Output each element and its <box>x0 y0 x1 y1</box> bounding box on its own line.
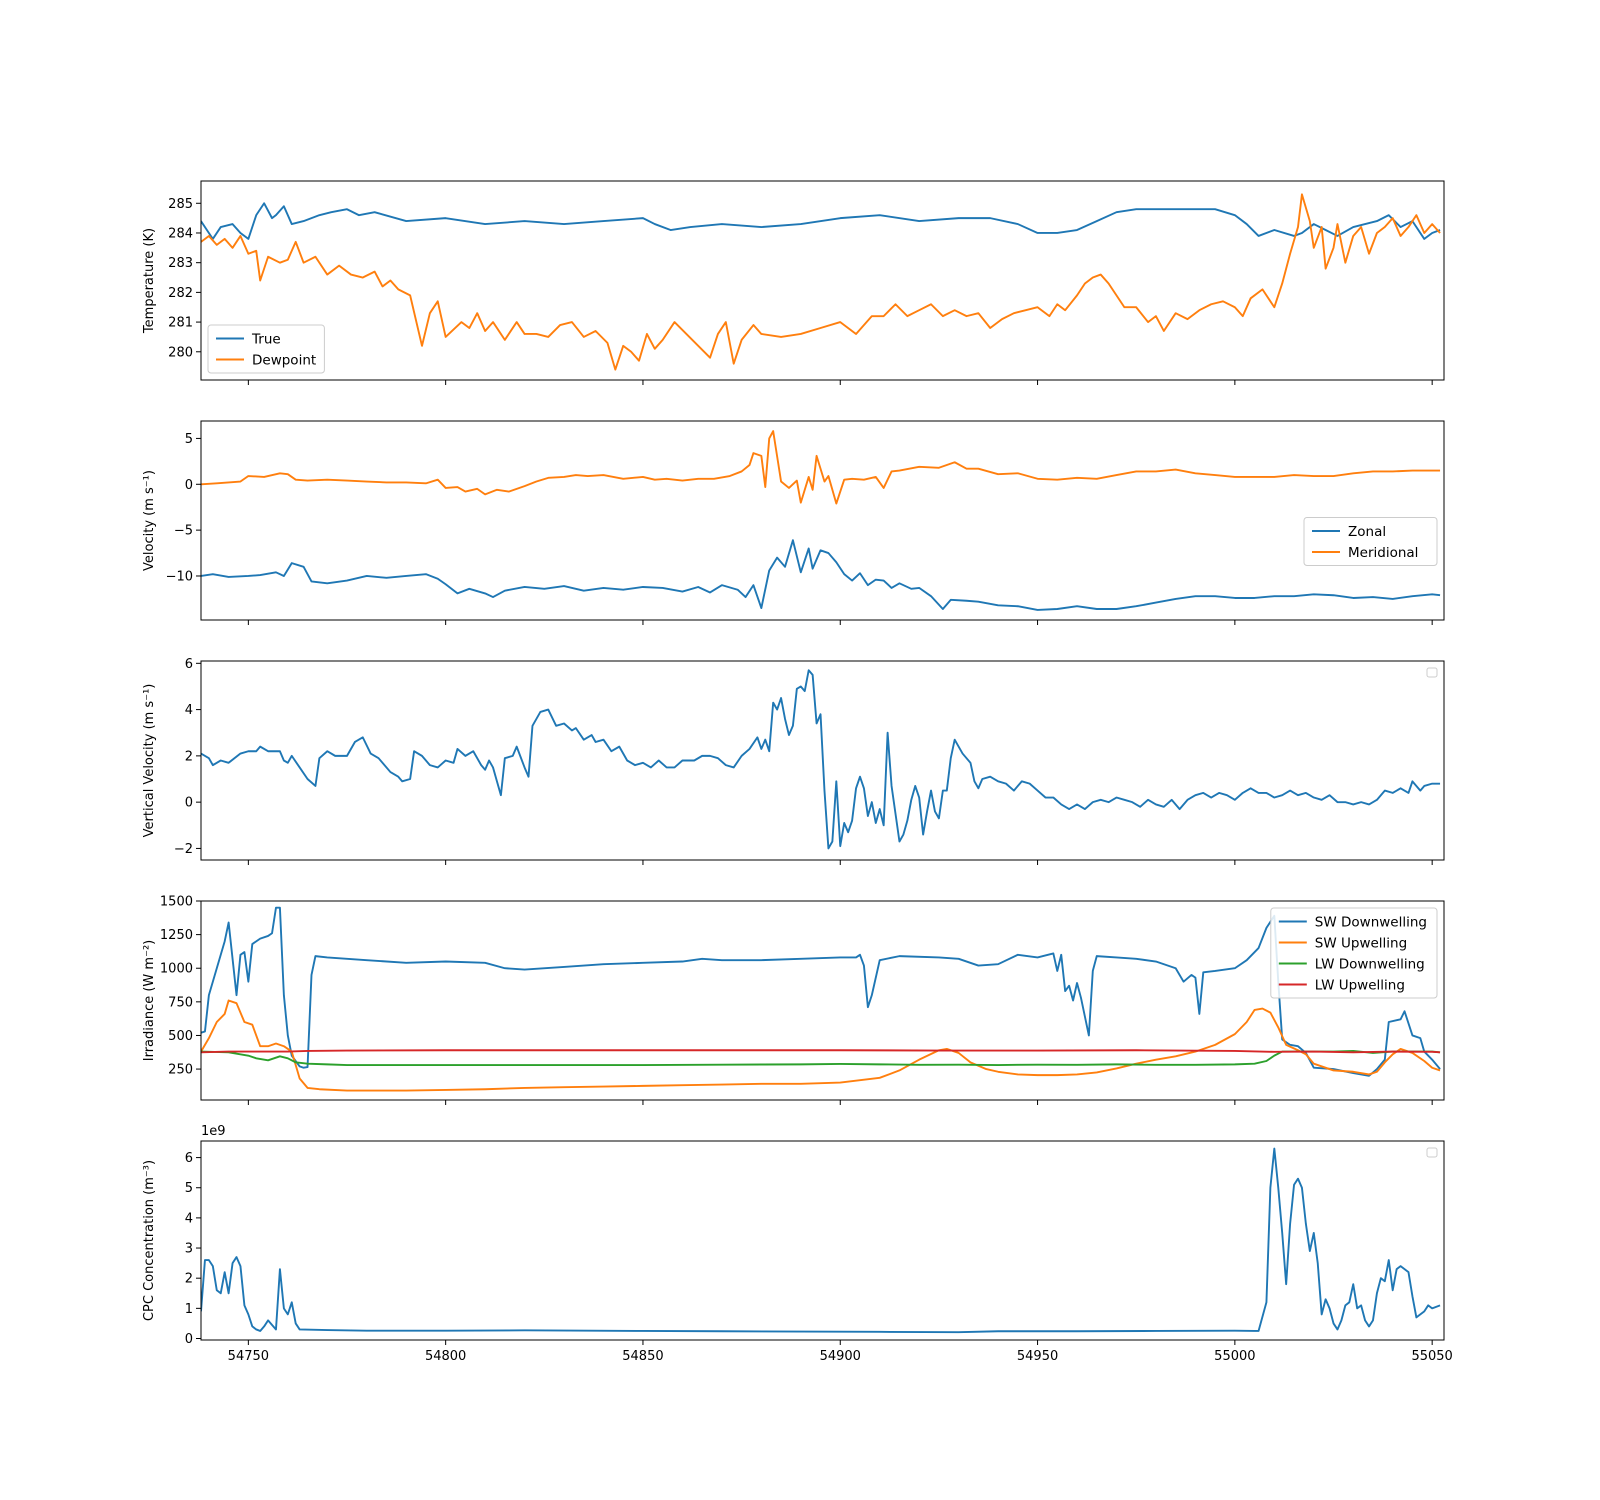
y-tick-label: 6 <box>185 1151 193 1166</box>
y-tick-label: 4 <box>185 1211 193 1226</box>
y-tick-label: 281 <box>168 316 193 331</box>
y-tick-label: 6 <box>185 657 193 672</box>
zonal-series-line <box>201 539 1441 611</box>
empty-legend-box <box>1426 667 1438 678</box>
temperature-axes-frame <box>200 180 1445 381</box>
y-tick-label: 284 <box>168 226 193 241</box>
x-tick-label: 54750 <box>228 1349 269 1364</box>
x-tick-label: 54800 <box>425 1349 466 1364</box>
legend-label: LW Upwelling <box>1315 978 1405 994</box>
y-tick-label: 280 <box>168 345 193 360</box>
y-axis-label: Irradiance (W m⁻²) <box>142 940 157 1061</box>
velocity-legend: Zonal Meridional <box>1303 517 1438 566</box>
legend-label: Dewpoint <box>252 353 316 369</box>
y-axis-label: Temperature (K) <box>142 228 157 334</box>
legend-label: Zonal <box>1348 524 1386 540</box>
y-tick-label: 1500 <box>160 895 193 910</box>
y-tick-label: −5 <box>174 524 193 539</box>
sw-upwelling-series-line <box>201 999 1441 1092</box>
legend-box <box>1270 907 1438 999</box>
legend-label: Meridional <box>1348 545 1418 561</box>
x-tick-label: 55050 <box>1411 1349 1452 1364</box>
legend-label: LW Downwelling <box>1315 957 1425 973</box>
legend-label: True <box>251 332 281 348</box>
y-tick-label: 283 <box>168 256 193 271</box>
irradiance-legend: SW Downwelling SW Upwelling LW Downwelling… <box>1270 907 1438 999</box>
y-tick-label: 1250 <box>160 928 193 943</box>
y-axis-label: Velocity (m s⁻¹) <box>142 470 157 571</box>
y-tick-label: 1 <box>185 1302 193 1317</box>
y-axis-label: Vertical Velocity (m s⁻¹) <box>142 684 157 838</box>
y-axis-label: CPC Concentration (m⁻³) <box>142 1160 157 1321</box>
lw-upwelling-series-line <box>201 1049 1441 1054</box>
y-tick-label: −10 <box>166 569 193 584</box>
velocity-panel: −10 −5 0 5 Velocity (m s⁻¹) Zonal Meridional <box>142 420 1445 625</box>
irradiance-panel: 250 500 750 1000 1250 1500 Irradiance (W m⁻²) S… <box>142 895 1445 1105</box>
true-series-line <box>201 202 1441 240</box>
x-tick-label: 54950 <box>1017 1349 1058 1364</box>
y-tick-label: 285 <box>168 197 193 212</box>
vertical-velocity-series-line <box>201 669 1441 850</box>
sw-downwelling-series-line <box>201 906 1441 1077</box>
lw-downwelling-series-line <box>201 1049 1441 1066</box>
temperature-legend: True Dewpoint <box>207 324 325 374</box>
y-tick-label: 0 <box>185 1332 193 1347</box>
y-tick-label: 5 <box>185 432 193 447</box>
cpc-concentration-series-line <box>201 1147 1441 1334</box>
y-tick-label: 4 <box>185 703 193 718</box>
y-tick-label: 0 <box>185 796 193 811</box>
legend-box <box>1303 517 1438 566</box>
y-tick-label: 250 <box>168 1063 193 1078</box>
empty-legend-box <box>1426 1147 1438 1158</box>
vertical-velocity-axes-frame <box>200 660 1445 861</box>
legend-label: SW Upwelling <box>1315 936 1407 952</box>
y-tick-label: 0 <box>185 478 193 493</box>
cpc-concentration-panel: 0 1 2 3 4 5 6 54750 54800 54850 54900 54950 55000 550… <box>142 1124 1453 1364</box>
velocity-axes-frame <box>200 420 1445 621</box>
y-tick-label: 500 <box>168 1029 193 1044</box>
legend-box <box>207 324 325 374</box>
y-tick-label: 2 <box>185 1272 193 1287</box>
cpc-concentration-axes-frame <box>200 1140 1445 1341</box>
irradiance-axes-frame <box>200 900 1445 1101</box>
y-tick-label: −2 <box>174 842 193 857</box>
legend-label: SW Downwelling <box>1315 915 1427 931</box>
x-tick-label: 54850 <box>622 1349 663 1364</box>
y-tick-label: 1000 <box>160 962 193 977</box>
offset-text: 1e9 <box>201 1124 226 1139</box>
temperature-panel: 280 281 282 283 284 285 Temperature (K) True Dew… <box>142 180 1445 385</box>
y-tick-label: 3 <box>185 1242 193 1257</box>
dewpoint-series-line <box>201 193 1441 371</box>
meridional-series-line <box>201 430 1441 505</box>
x-tick-label: 55000 <box>1214 1349 1255 1364</box>
x-tick-label: 54900 <box>820 1349 861 1364</box>
y-tick-label: 5 <box>185 1181 193 1196</box>
y-tick-label: 282 <box>168 286 193 301</box>
vertical-velocity-panel: −2 0 2 4 6 Vertical Velocity (m s⁻¹) <box>142 657 1445 865</box>
y-tick-label: 750 <box>168 995 193 1010</box>
y-tick-label: 2 <box>185 749 193 764</box>
